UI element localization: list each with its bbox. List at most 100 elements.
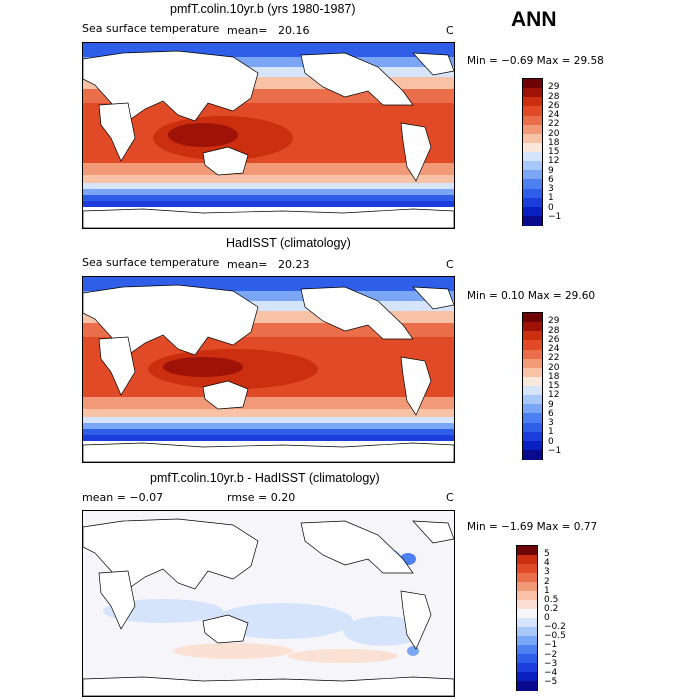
panel2-land (83, 284, 454, 462)
colorbar-swatch (523, 106, 542, 117)
panel1-mean-label: mean= (227, 24, 268, 37)
colorbar-swatch (523, 386, 542, 396)
colorbar-swatch (523, 133, 542, 144)
colorbar-swatch (517, 618, 537, 628)
colorbar-swatch (523, 349, 542, 360)
colorbar-swatch (523, 331, 542, 342)
panel3-cb-label: −3 (544, 658, 558, 669)
panel1-map (82, 42, 455, 229)
panel3-colorbar-labels: 5 4 3 2 1 0.5 0.2 0 −0.2 −0.5 −1 −2 −3 −… (544, 545, 584, 691)
colorbar-swatch (523, 197, 542, 208)
panel1-cb-label: 15 (548, 147, 560, 157)
panel2-cb-label: 28 (548, 325, 560, 336)
panel1-cb-label: 26 (548, 100, 560, 111)
panel3-mean-text: mean = −0.07 (82, 491, 164, 504)
colorbar-swatch (523, 367, 542, 378)
panel2-cb-label: 6 (548, 408, 554, 419)
panel3-map (82, 510, 455, 697)
panel1-cb-label: 24 (548, 110, 560, 120)
colorbar-swatch (523, 188, 542, 199)
colorbar-swatch (517, 681, 537, 691)
panel1-colorbar-labels: 29 28 26 24 22 20 18 15 12 9 6 3 1 0 −1 (548, 78, 588, 226)
panel3-land (83, 518, 454, 696)
panel2-cb-label: 0 (548, 436, 554, 447)
colorbar-swatch (517, 645, 537, 655)
colorbar-swatch (523, 79, 542, 89)
colorbar-swatch (523, 322, 542, 332)
colorbar-swatch (517, 573, 537, 583)
panel1-cb-label: 0 (548, 202, 554, 213)
panel3-cb-label: 2 (544, 576, 550, 587)
panel1-min-max: Min = −0.69 Max = 29.58 (467, 55, 604, 67)
colorbar-swatch (517, 591, 537, 601)
colorbar-swatch (523, 142, 542, 153)
colorbar-swatch (523, 170, 542, 181)
panel3-map-svg (83, 511, 454, 696)
colorbar-swatch (523, 97, 542, 108)
colorbar-swatch (523, 376, 542, 387)
season-label: ANN (511, 8, 557, 31)
panel2-cb-label: 18 (548, 371, 560, 382)
panel2-cb-label: 24 (548, 344, 560, 354)
panel1-mean-value: 20.16 (278, 24, 310, 37)
colorbar-swatch (523, 88, 542, 98)
colorbar-swatch (523, 340, 542, 351)
panel3-cb-label: 5 (544, 549, 550, 560)
panel2-cb-label: 1 (548, 427, 554, 438)
colorbar-swatch (523, 179, 542, 190)
panel1-cb-label: 22 (548, 119, 560, 130)
panel3-cb-label: 4 (544, 558, 550, 569)
panel2-map (82, 276, 455, 463)
colorbar-swatch (517, 654, 537, 664)
panel2-cb-label: 3 (548, 418, 554, 428)
colorbar-swatch (523, 358, 542, 369)
colorbar-swatch (517, 582, 537, 592)
panel2-map-svg (83, 277, 454, 462)
colorbar-swatch (517, 555, 537, 565)
colorbar-swatch (523, 431, 542, 442)
panel2-cb-label: 20 (548, 362, 560, 373)
panel3-cb-label: −0.2 (544, 622, 566, 633)
panel3-cb-label: 0.5 (544, 594, 559, 605)
panel3-cb-label: −5 (544, 676, 558, 687)
panel3-cb-label: −1 (544, 640, 558, 651)
panel3-min-max: Min = −1.69 Max = 0.77 (467, 521, 598, 533)
panel2-cb-label: 9 (548, 399, 554, 410)
panel2-title: HadISST (climatology) (226, 236, 351, 250)
colorbar-swatch (517, 627, 537, 637)
panel1-cb-label: 9 (548, 165, 554, 176)
panel1-cb-label: 3 (548, 184, 554, 194)
panel1-variable: Sea surface temperature (82, 22, 220, 35)
panel1-land (83, 50, 454, 228)
colorbar-swatch (523, 449, 542, 460)
panel1-map-svg (83, 43, 454, 228)
panel3-cb-label: −4 (544, 667, 558, 678)
panel1-unit: C (446, 24, 454, 37)
colorbar-swatch (517, 672, 537, 682)
panel1-cb-label: 20 (548, 128, 560, 139)
colorbar-swatch (523, 115, 542, 126)
panel2-colorbar-labels: 29 28 26 24 22 20 18 15 12 9 6 3 1 0 −1 (548, 312, 588, 460)
panel3-cb-label: 0.2 (544, 603, 559, 614)
panel2-mean-value: 20.23 (278, 258, 310, 271)
panel3-cb-label: 3 (544, 567, 550, 578)
colorbar-swatch (523, 161, 542, 171)
colorbar-swatch (523, 413, 542, 424)
colorbar-swatch (523, 313, 542, 323)
colorbar-swatch (523, 395, 542, 405)
colorbar-swatch (517, 564, 537, 574)
panel2-cb-label: 29 (548, 316, 560, 327)
panel2-variable: Sea surface temperature (82, 256, 220, 269)
colorbar-swatch (517, 636, 537, 646)
panel2-mean-label: mean= (227, 258, 268, 271)
panel1-cb-label: 28 (548, 91, 560, 102)
panel2-unit: C (446, 258, 454, 271)
panel1-colorbar (522, 78, 543, 226)
panel3-cb-label: −0.5 (544, 631, 566, 642)
panel2-cb-label: 15 (548, 381, 560, 391)
panel1-cb-label: 29 (548, 82, 560, 93)
colorbar-swatch (523, 152, 542, 162)
panel1-cb-label: −1 (548, 211, 562, 222)
colorbar-swatch (523, 422, 542, 433)
panel2-cb-label: −1 (548, 445, 562, 456)
